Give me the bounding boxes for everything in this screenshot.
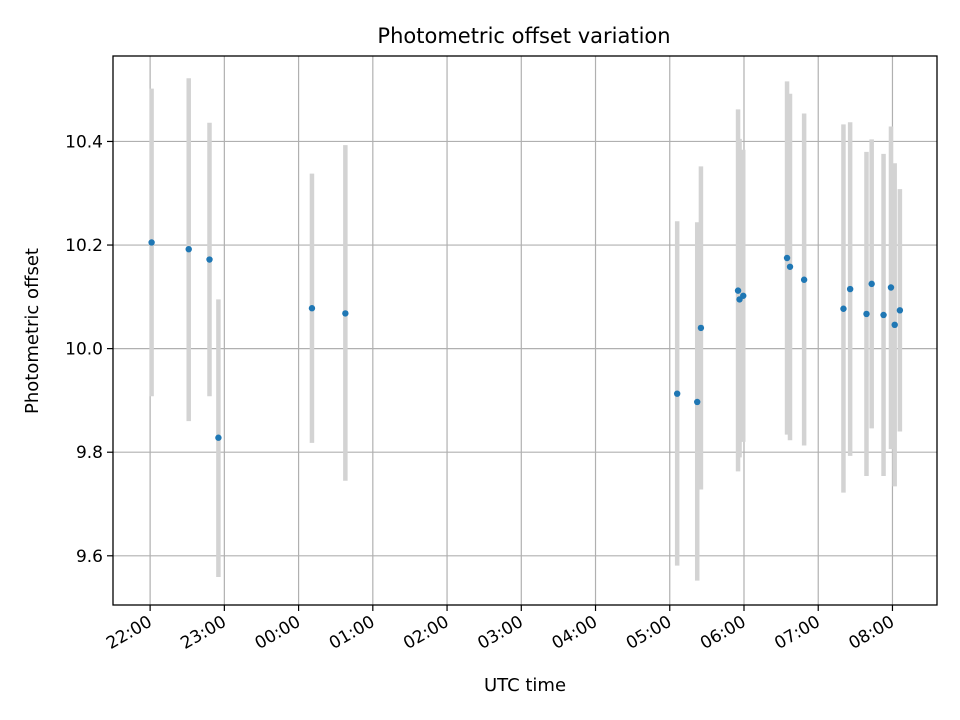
- data-point: [308, 305, 316, 312]
- data-point: [880, 311, 887, 319]
- grid: [113, 56, 937, 605]
- data-point: [697, 324, 705, 332]
- y-tick-label: 10.2: [65, 236, 103, 256]
- data-point: [863, 310, 870, 318]
- data-point: [891, 321, 898, 329]
- data-point: [840, 305, 847, 312]
- data-point: [673, 390, 681, 397]
- x-tick-label: 23:00: [177, 612, 229, 654]
- errorbars: [149, 78, 903, 581]
- x-tick-label: 22:00: [103, 612, 155, 654]
- data-points: [148, 239, 904, 441]
- data-point: [215, 434, 222, 441]
- data-point: [783, 254, 791, 262]
- data-point: [185, 245, 192, 253]
- data-point: [148, 239, 155, 246]
- x-tick-label: 03:00: [474, 612, 526, 654]
- data-point: [887, 284, 895, 291]
- data-point: [734, 287, 742, 294]
- data-point: [846, 285, 854, 293]
- data-point: [206, 256, 213, 263]
- x-tick-label: 02:00: [400, 612, 452, 654]
- y-tick-label: 9.8: [76, 443, 103, 463]
- y-tick-label: 10.0: [65, 340, 103, 360]
- data-point: [868, 280, 875, 288]
- data-point: [740, 292, 747, 299]
- x-tick-label: 08:00: [846, 612, 898, 654]
- chart-title: Photometric offset variation: [377, 24, 670, 48]
- x-tick-label: 05:00: [623, 612, 675, 654]
- x-axis: 22:00 23:00 00:00 01:00 02:00 03:00 04:00 05:00…: [103, 605, 898, 654]
- data-point: [694, 398, 701, 406]
- data-point: [896, 307, 904, 314]
- x-tick-label: 00:00: [252, 612, 304, 654]
- plot-frame: [112, 55, 938, 606]
- data-point: [342, 310, 349, 317]
- x-tick-label: 01:00: [326, 612, 378, 654]
- y-axis: 9.6 9.8 10.0 10.2 10.4: [65, 132, 113, 567]
- y-tick-label: 10.4: [65, 132, 103, 152]
- x-tick-label: 06:00: [697, 612, 749, 654]
- y-axis-label: Photometric offset: [22, 248, 43, 414]
- x-tick-label: 04:00: [549, 612, 601, 654]
- data-point: [800, 276, 808, 283]
- x-tick-label: 07:00: [771, 612, 823, 654]
- x-axis-label: UTC time: [484, 675, 566, 696]
- data-point: [786, 263, 794, 270]
- y-tick-label: 9.6: [76, 547, 103, 567]
